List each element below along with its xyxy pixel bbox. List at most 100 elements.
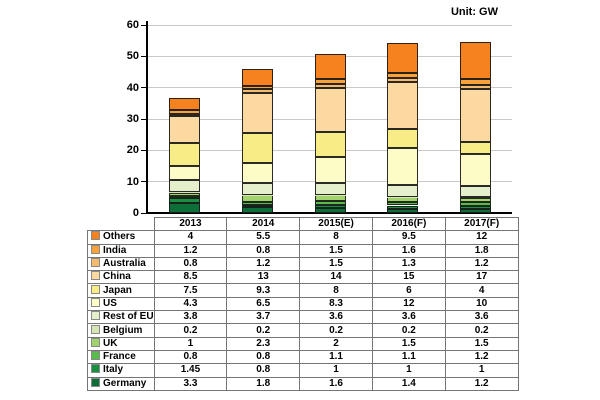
table-row: Australia 0.8 1.2 1.5 1.3 1.2	[87, 256, 519, 272]
table-header-row: 2013 2014 2015(E) 2016(F) 2017(F)	[88, 216, 519, 232]
value-cell: 8.5	[153, 270, 228, 285]
value-cell: 1.2	[444, 349, 519, 365]
bar-segment-rest-of-eu	[387, 185, 419, 197]
value-cell: 14	[299, 270, 373, 285]
bar-2017(F)	[460, 25, 492, 213]
series-name: Germany	[103, 377, 147, 389]
value-cell: 0.2	[299, 323, 373, 338]
value-cell: 3.8	[153, 310, 228, 325]
value-cell: 2	[299, 336, 373, 351]
value-cell: 0.8	[226, 349, 301, 365]
value-cell: 6.5	[226, 296, 301, 312]
bar-segment-others	[387, 43, 419, 73]
legend-swatch-icon	[91, 364, 100, 374]
value-cell: 9.5	[371, 230, 446, 245]
legend-swatch-icon	[91, 231, 100, 241]
value-cell: 3.6	[299, 310, 373, 325]
data-table: 2013 2014 2015(E) 2016(F) 2017(F) Others 4 5.5 8…	[87, 216, 519, 391]
bar-2013	[168, 25, 200, 213]
bar-segment-japan	[168, 142, 200, 167]
bar-segment-italy	[314, 204, 346, 208]
bar-segment-uk	[387, 197, 419, 203]
bar-segment-uk	[168, 192, 200, 196]
y-axis-tick	[141, 212, 146, 214]
unit-label: Unit: GW	[450, 6, 498, 18]
year-header-cell: 2013	[153, 216, 228, 232]
y-tick-label: 10	[126, 175, 139, 188]
value-cell: 1.4	[371, 376, 446, 391]
bar-segment-italy	[460, 206, 492, 210]
bar-segment-germany	[241, 207, 273, 213]
y-axis-tick	[141, 149, 146, 151]
y-tick-label: 60	[126, 19, 139, 31]
y-tick-label: 40	[126, 81, 139, 94]
bar-segment-rest-of-eu	[314, 183, 346, 195]
bar-segment-belgium	[314, 194, 346, 196]
table-row: Japan 7.5 9.3 8 6 4	[87, 283, 519, 298]
bar-segment-italy	[387, 205, 419, 209]
bar-segment-rest-of-eu	[241, 182, 273, 195]
value-cell: 10	[444, 296, 519, 312]
value-cell: 3.3	[153, 376, 228, 391]
bar-segment-india	[460, 79, 492, 85]
bar-segment-rest-of-eu	[168, 179, 200, 192]
bar-segment-japan	[387, 129, 419, 148]
value-cell: 1.5	[299, 256, 373, 272]
year-header-cell: 2015(E)	[299, 216, 373, 232]
table-row: India 1.2 0.8 1.5 1.6 1.8	[87, 243, 519, 258]
value-cell: 1.2	[444, 256, 519, 272]
y-tick-label: 20	[126, 144, 139, 157]
bar-segment-india	[387, 72, 419, 78]
value-cell: 1	[153, 336, 228, 351]
y-axis-tick	[141, 181, 146, 183]
bar-2015(E)	[314, 25, 346, 213]
legend-swatch-icon	[91, 271, 100, 281]
y-tick-label: 0	[132, 207, 139, 219]
bar-segment-belgium	[387, 196, 419, 198]
table-row: Italy 1.45 0.8 1 1 1	[87, 363, 519, 378]
row-label-china: China	[87, 270, 155, 285]
value-cell: 4.3	[153, 296, 228, 312]
bar-segment-others	[314, 53, 346, 79]
bar-segment-belgium	[241, 194, 273, 196]
table-corner-cell	[88, 218, 155, 231]
row-label-belgium: Belgium	[87, 323, 155, 338]
value-cell: 13	[226, 270, 301, 285]
value-cell: 3.6	[371, 310, 446, 325]
value-cell: 1.45	[153, 363, 228, 378]
bar-segment-italy	[168, 198, 200, 203]
row-label-france: France	[87, 349, 155, 365]
series-name: Japan	[103, 284, 132, 296]
legend-swatch-icon	[91, 311, 100, 321]
value-cell: 17	[444, 270, 519, 285]
y-axis-line	[146, 21, 148, 214]
series-name: US	[103, 297, 117, 309]
value-cell: 1	[299, 363, 373, 378]
value-cell: 2.3	[226, 336, 301, 351]
row-label-japan: Japan	[87, 283, 155, 298]
value-cell: 0.8	[153, 349, 228, 365]
bar-segment-germany	[460, 209, 492, 213]
table-row: Rest of EU 3.8 3.7 3.6 3.6 3.6	[87, 310, 519, 325]
value-cell: 1.1	[299, 349, 373, 365]
value-cell: 0.2	[153, 323, 228, 338]
value-cell: 4	[444, 283, 519, 298]
value-cell: 1.2	[226, 256, 301, 272]
series-name: Others	[103, 231, 136, 243]
row-label-italy: Italy	[87, 363, 155, 378]
value-cell: 1	[444, 363, 519, 378]
value-cell: 1.3	[371, 256, 446, 272]
y-axis-tick	[141, 118, 146, 120]
value-cell: 15	[371, 270, 446, 285]
bar-segment-others	[460, 41, 492, 80]
value-cell: 1.1	[371, 349, 446, 365]
bar-2016(F)	[387, 25, 419, 213]
value-cell: 6	[371, 283, 446, 298]
y-axis-tick	[141, 87, 146, 89]
plot-area	[148, 24, 512, 213]
legend-swatch-icon	[91, 338, 100, 347]
bar-segment-france	[241, 202, 273, 205]
bar-segment-uk	[241, 195, 273, 203]
y-axis-tick	[141, 24, 146, 26]
